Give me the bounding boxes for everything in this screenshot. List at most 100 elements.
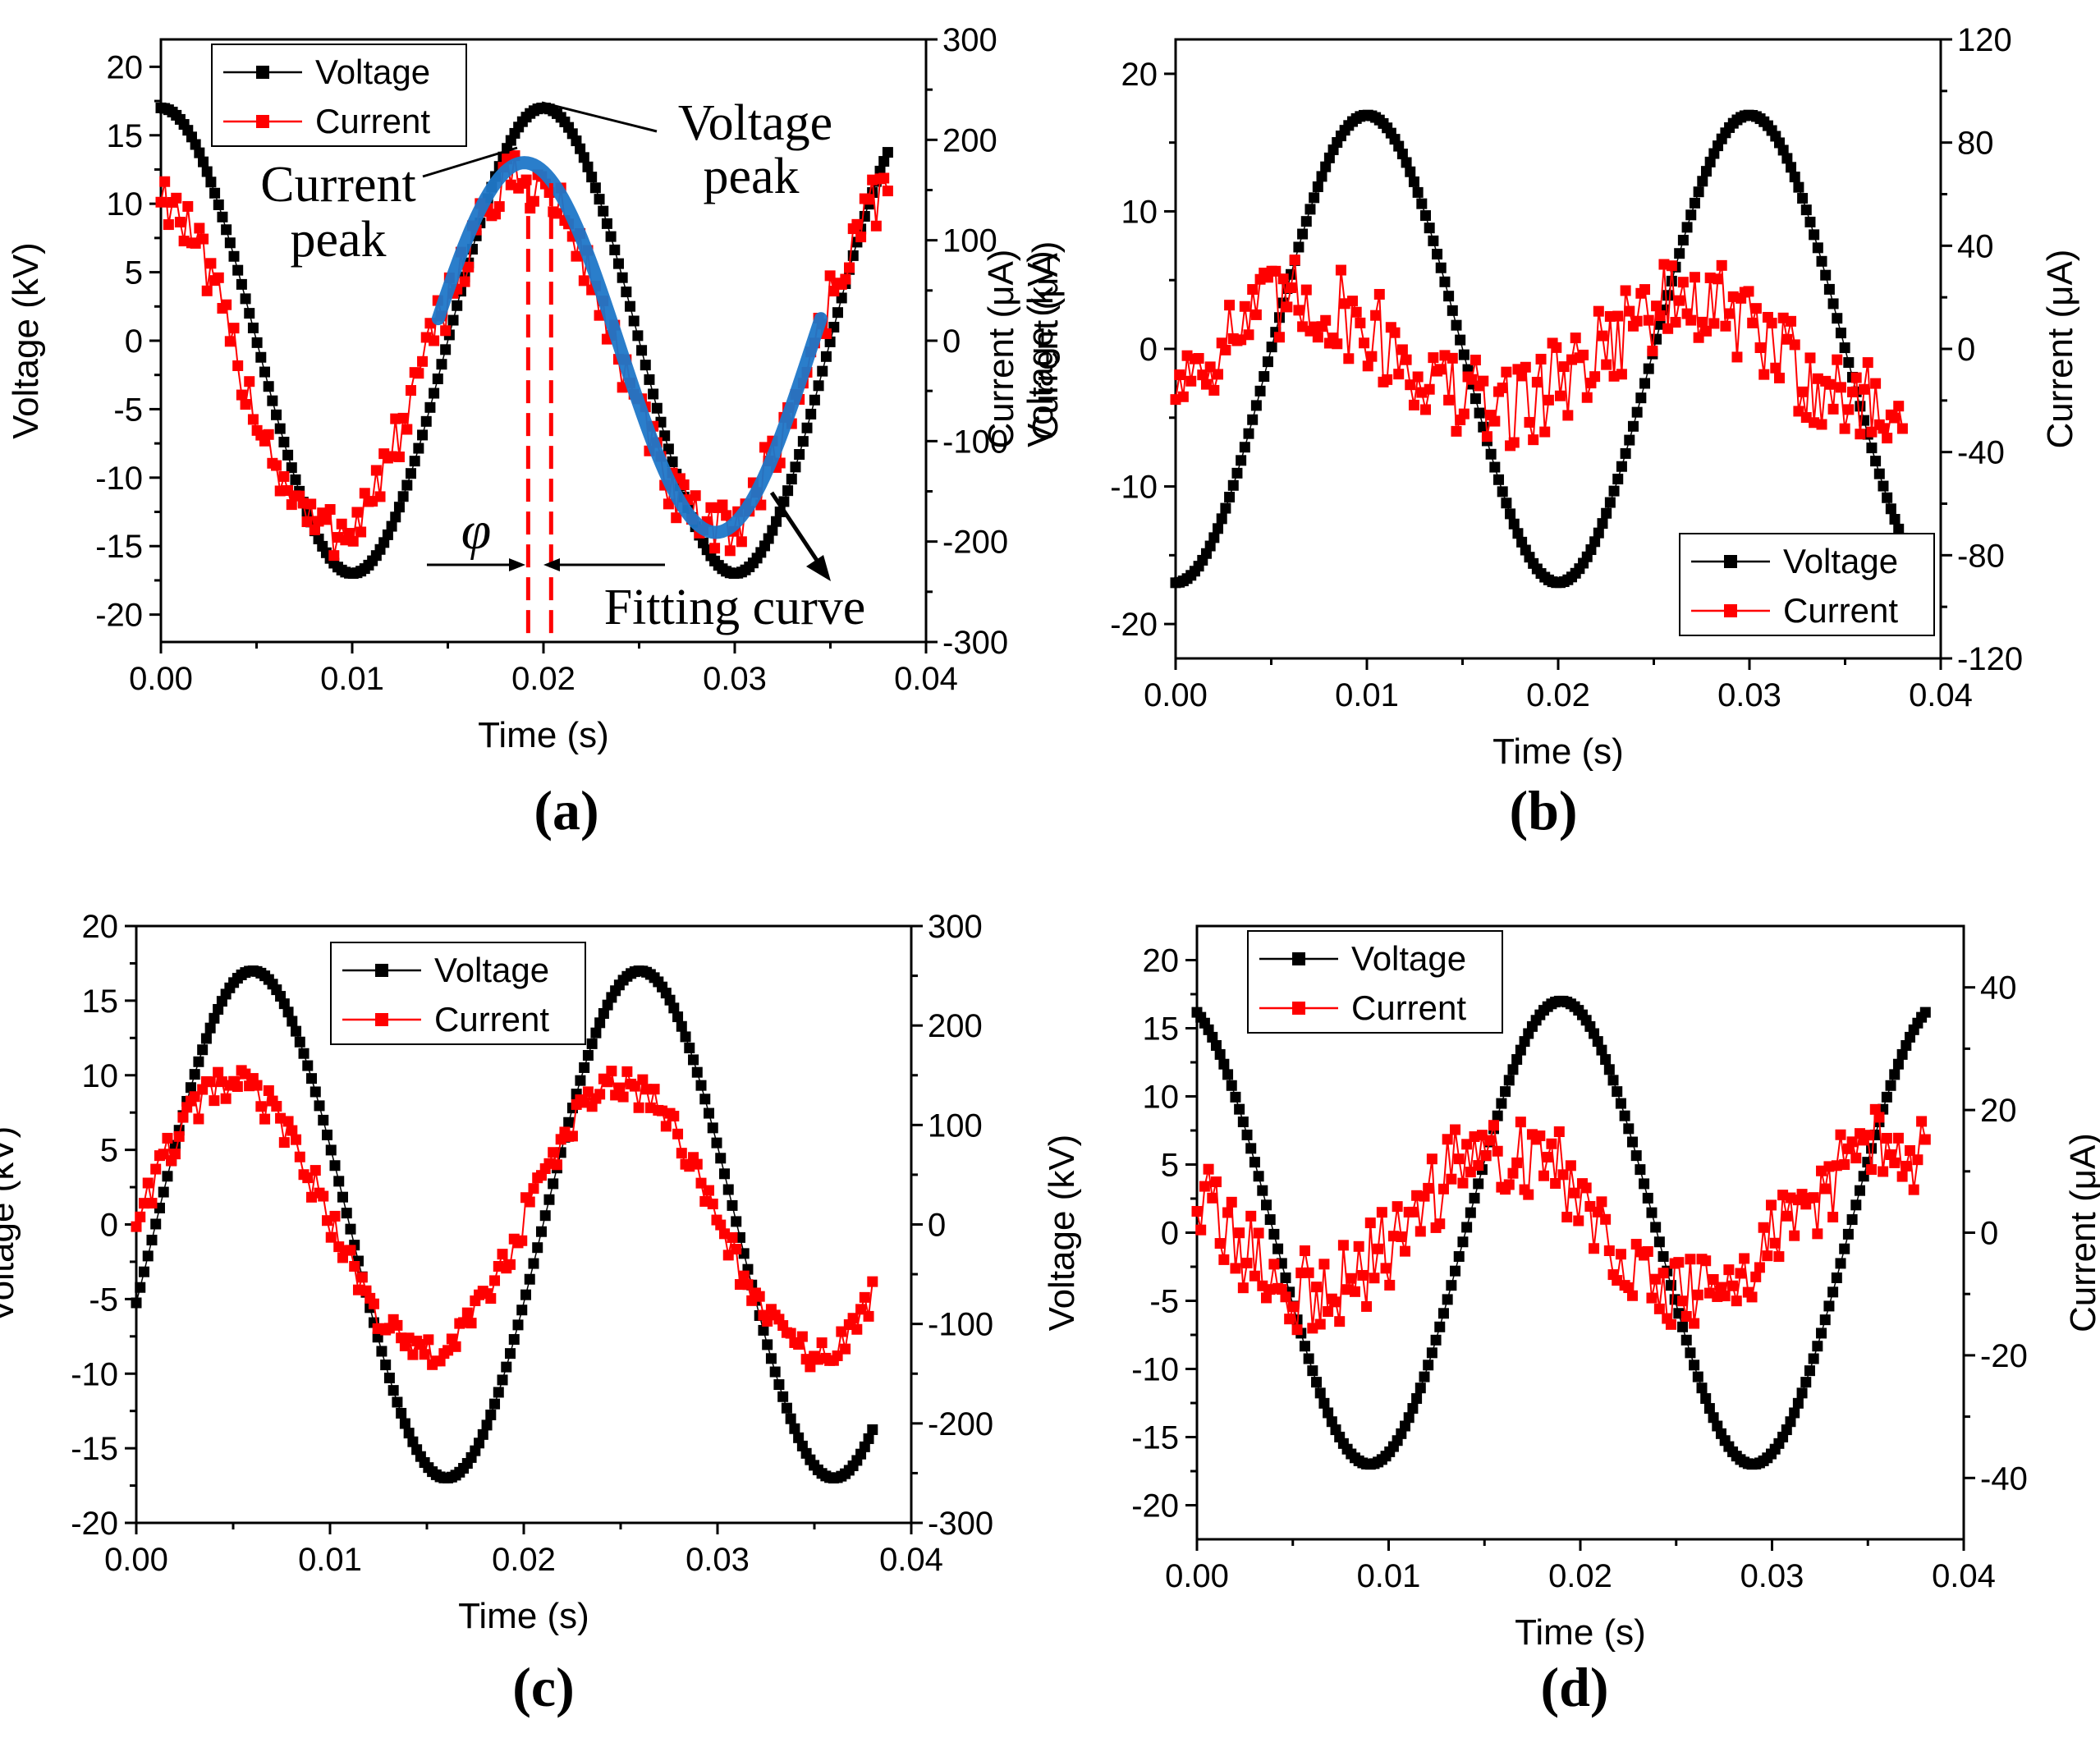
data-point <box>1720 320 1731 332</box>
data-point <box>1843 404 1855 415</box>
y-left-tick-label: 0 <box>1161 1216 1179 1252</box>
data-point <box>417 355 429 367</box>
data-point <box>1800 1377 1812 1388</box>
y-left-tick-label: 15 <box>107 118 144 154</box>
data-point <box>1262 356 1273 368</box>
data-point <box>1273 332 1285 343</box>
data-point <box>851 1323 863 1335</box>
data-point <box>867 1424 878 1435</box>
data-point <box>1357 1269 1369 1281</box>
series-current <box>1191 1103 1931 1336</box>
data-point <box>1261 1292 1272 1304</box>
data-point <box>359 488 370 499</box>
data-point <box>228 323 240 334</box>
y-right-tick-label: 80 <box>1957 126 1994 162</box>
data-point <box>1569 1187 1580 1199</box>
data-point <box>532 1242 543 1254</box>
y-left-axis-label: Voltage (kV) <box>0 1126 21 1323</box>
data-point <box>742 1279 754 1291</box>
data-point <box>612 258 624 269</box>
data-point <box>1213 369 1224 380</box>
data-point <box>1666 275 1677 287</box>
data-point <box>1330 1296 1341 1308</box>
data-point <box>520 174 532 186</box>
data-point <box>878 172 890 184</box>
data-point <box>1808 1192 1819 1204</box>
data-point <box>347 535 359 547</box>
y-left-tick-label: 0 <box>125 323 143 360</box>
data-point <box>824 336 836 347</box>
legend-marker <box>256 66 269 79</box>
data-point <box>790 461 801 473</box>
data-point <box>1916 1116 1928 1127</box>
data-point <box>173 1130 185 1142</box>
data-point <box>762 1339 773 1350</box>
x-tick-label: 0.03 <box>1717 677 1781 713</box>
series-line <box>160 155 889 556</box>
data-point <box>432 373 443 384</box>
data-point <box>1662 290 1674 301</box>
data-point <box>1835 328 1846 339</box>
data-point <box>221 224 232 236</box>
data-point <box>1882 433 1893 444</box>
data-point <box>1870 378 1882 389</box>
data-point <box>1889 514 1901 525</box>
data-point <box>146 1234 158 1245</box>
data-point <box>1470 393 1481 405</box>
data-point <box>1639 284 1651 296</box>
data-point <box>1892 1132 1904 1144</box>
data-point <box>1401 157 1412 168</box>
data-point <box>142 1250 154 1262</box>
data-point <box>863 194 874 205</box>
y-right-tick-label: 0 <box>1980 1216 1998 1252</box>
y-left-tick-label: -10 <box>71 1356 118 1392</box>
data-point <box>1428 235 1439 246</box>
data-point <box>306 1073 318 1084</box>
data-point <box>1827 1286 1839 1298</box>
data-point <box>1689 1360 1700 1371</box>
data-point <box>255 1101 267 1112</box>
data-point <box>1323 152 1335 163</box>
data-point <box>1423 1360 1434 1371</box>
data-point <box>429 335 440 346</box>
data-point <box>660 1121 672 1132</box>
data-point <box>1697 176 1708 187</box>
data-point <box>1435 364 1447 375</box>
data-point <box>368 1298 379 1309</box>
data-point <box>731 1216 742 1227</box>
data-point <box>232 1081 243 1093</box>
data-point <box>1616 369 1627 380</box>
data-point <box>578 152 589 163</box>
data-point <box>1520 361 1531 373</box>
data-point <box>1823 378 1835 390</box>
data-point <box>420 415 432 427</box>
x-tick-label: 0.04 <box>879 1542 943 1578</box>
data-point <box>1284 1314 1295 1325</box>
data-point <box>1538 1170 1550 1181</box>
data-point <box>1442 1294 1453 1305</box>
data-point <box>1561 1212 1573 1223</box>
legend: Voltage Current <box>330 942 586 1045</box>
data-point <box>209 187 221 199</box>
data-point <box>1846 386 1858 397</box>
data-point <box>1692 1371 1703 1382</box>
data-point <box>1474 407 1485 419</box>
data-point <box>1885 503 1896 515</box>
data-point <box>1855 401 1866 412</box>
data-point <box>1839 1243 1850 1254</box>
data-point <box>1878 1166 1889 1177</box>
data-point <box>324 504 336 516</box>
data-point <box>771 516 782 527</box>
data-point <box>1735 1268 1746 1279</box>
data-point <box>501 1361 512 1373</box>
data-point <box>169 1149 181 1160</box>
data-point <box>309 1086 321 1098</box>
data-point <box>1607 1075 1619 1086</box>
data-point <box>282 1006 294 1018</box>
data-point <box>1515 1044 1526 1056</box>
data-point <box>1635 1164 1646 1176</box>
data-point <box>1750 1271 1762 1282</box>
data-point <box>736 536 747 548</box>
data-point <box>1446 1280 1457 1291</box>
data-point <box>259 366 270 378</box>
